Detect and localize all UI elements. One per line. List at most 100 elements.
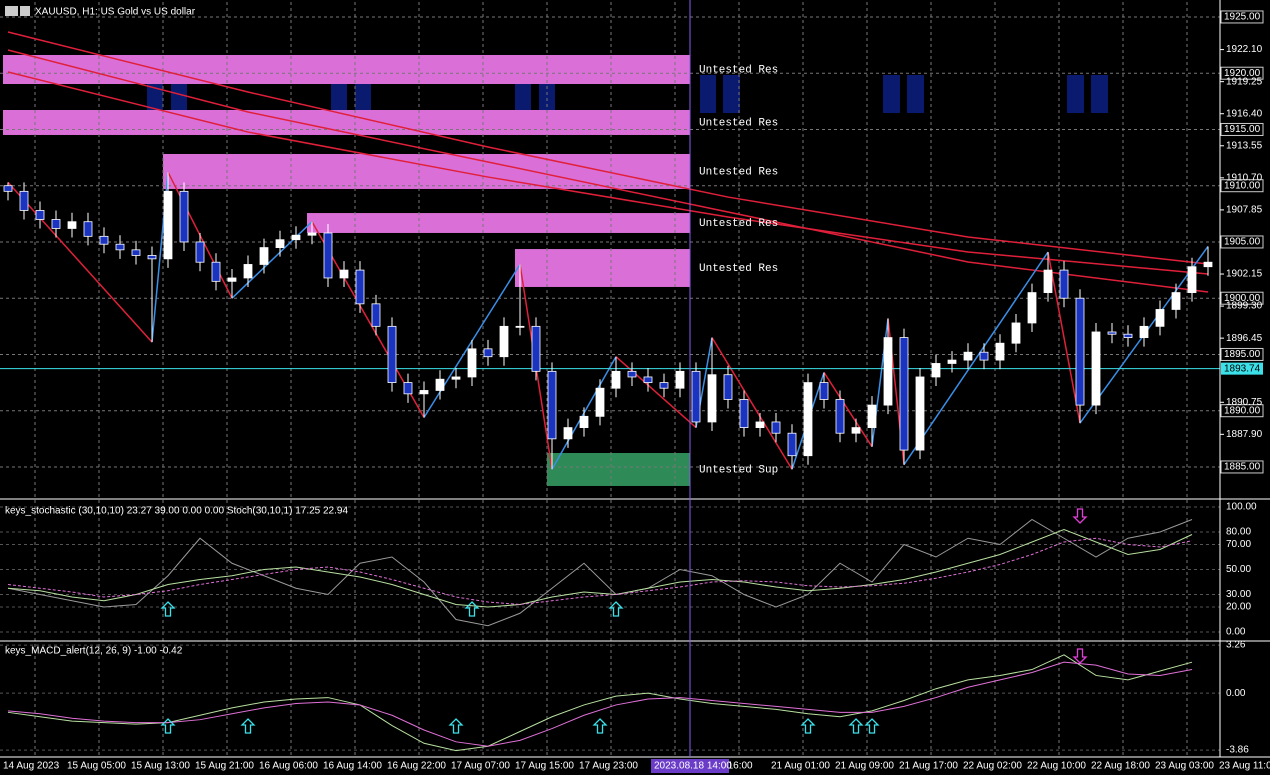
x-tick-label: 17 Aug 15:00 [515,761,574,772]
session-box [1067,75,1084,113]
candle-body [723,374,733,400]
zone-label: Untested Res [699,166,778,178]
zone-label: Untested Res [699,117,778,129]
x-tick-label: 23 Aug 03:00 [1155,761,1214,772]
candle-body [179,190,189,243]
y-tick-label: 1920.00 [1224,68,1261,79]
candle-body [291,234,301,241]
candle-body [451,376,461,380]
x-tick-label: 17 Aug 07:00 [451,761,510,772]
candle-body [979,351,989,361]
signal-arrow [592,718,608,734]
session-boxes [147,75,1108,113]
candle-body [67,221,77,229]
y-tick-label: 1913.55 [1226,140,1263,151]
x-tick-label: 21 Aug 09:00 [835,761,894,772]
cursor-label: 2023.08.18 14:00 [654,761,732,772]
candle-body [339,269,349,279]
candle-body [595,387,605,417]
x-tick-label: 16 Aug 06:00 [259,761,318,772]
y-tick-label: 70.00 [1226,539,1251,550]
candle-body [803,382,813,457]
signal-arrow [800,718,816,734]
indicator-line [7,518,1193,627]
candle-body [115,243,125,251]
candle-body [1011,322,1021,344]
level-box [1220,460,1264,474]
y-tick-label: 1887.90 [1226,429,1263,440]
y-tick-label: 1925.00 [1224,12,1261,23]
zone [307,213,690,233]
candle-body [611,370,621,389]
candle-body [1187,266,1197,293]
zone [3,110,690,135]
background-layer [147,75,1108,113]
candle-body [163,190,173,260]
line-layer [0,31,1220,752]
y-tick-label: 1902.15 [1226,269,1263,280]
candle-body [883,337,893,406]
y-tick-label: 1915.00 [1224,124,1261,135]
candle-body [1059,269,1069,299]
x-tick-label: 21 Aug 01:00 [771,761,830,772]
y-tick-label: 1885.00 [1224,462,1261,473]
zone [3,54,690,85]
zigzag-segment [7,181,153,343]
zigzag-segment [711,337,793,470]
moving-average [7,49,1209,293]
candle-body [323,232,333,279]
candle-body [1155,309,1165,327]
candle-body [819,382,829,400]
candle-body [211,261,221,282]
x-tick-label: 22 Aug 18:00 [1091,761,1150,772]
zigzag-segment [903,251,1049,466]
candle-body [259,247,269,265]
x-tick-label: 15 Aug 21:00 [195,761,254,772]
candle-body [307,232,317,236]
candle-body [707,374,717,423]
candle-body [691,370,701,423]
y-tick-label: 1922.10 [1226,44,1263,55]
session-box [723,75,740,113]
candle-body [499,325,509,358]
signal-arrow [1072,508,1088,524]
y-tick-label: 100.00 [1226,502,1257,513]
candle-body [403,382,413,395]
signal-arrow [864,718,880,734]
session-box [700,75,716,113]
candle-body [995,342,1005,361]
indicator-title: keys_stochastic (30,10,10) 23.27 39.00 0… [5,506,348,517]
session-box [1091,75,1108,113]
y-tick-label: 1900.00 [1224,293,1261,304]
moving-average [7,71,1209,275]
symbol-icon [5,6,18,16]
level-box [1220,347,1264,361]
candle-body [3,185,13,192]
y-tick-label: 1907.85 [1226,205,1263,216]
signal-arrow [448,718,464,734]
candle-body [1027,292,1037,324]
y-tick-label: -3.86 [1226,745,1249,756]
candle-body [835,399,845,434]
session-box [883,75,900,113]
signal-arrow [464,601,480,617]
level-box [1220,235,1264,249]
candle-body [867,404,877,428]
level-box [1220,291,1264,305]
candle-body [435,378,445,391]
zone-label: Untested Res [699,263,778,275]
candle-body [1091,331,1101,406]
y-tick-label: 1895.00 [1224,349,1261,360]
x-tick-label: 16 Aug 22:00 [387,761,446,772]
y-tick-label: 1910.00 [1224,180,1261,191]
signal-arrow [160,601,176,617]
moving-average [7,31,1209,265]
zone-label: Untested Res [699,218,778,230]
y-tick-label: 1916.40 [1226,108,1263,119]
y-tick-label: 30.00 [1226,589,1251,600]
candle-body [963,351,973,361]
x-tick-label: 23 Aug 11:00 [1219,761,1270,772]
x-tick-label: 14 Aug 2023 [3,761,60,772]
